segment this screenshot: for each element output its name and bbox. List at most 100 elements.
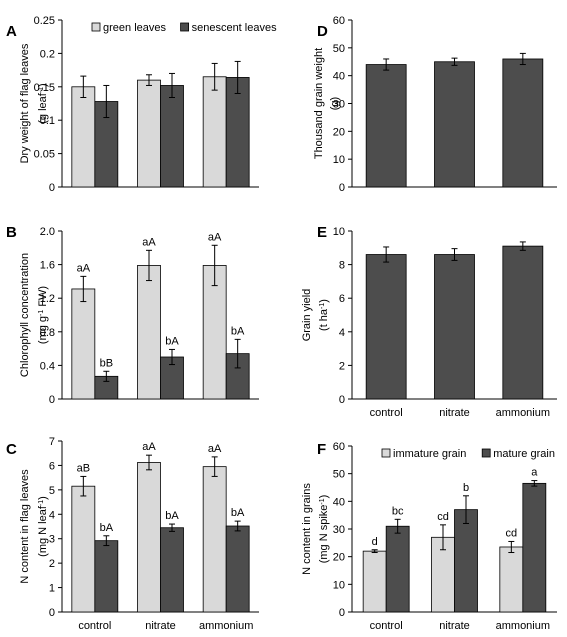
significance-label: bA: [231, 325, 245, 337]
bar: [454, 509, 478, 613]
y-tick-label: 2.0: [40, 226, 55, 238]
y-tick-label: 60: [333, 441, 345, 453]
bar: [202, 466, 227, 613]
significance-label: aB: [77, 462, 90, 474]
panel-f: F 0 10 20 30 40 50 60 N content in grains (mg N s…: [301, 441, 557, 632]
legend-label: mature grain: [493, 448, 555, 460]
significance-label: bA: [165, 510, 179, 522]
y-tick-label: 30: [333, 524, 345, 536]
bar: [160, 527, 184, 613]
bar: [137, 79, 161, 188]
x-tick-label: control: [370, 407, 403, 419]
x-tick-label: nitrate: [439, 620, 470, 632]
y-axis-unit: (mg N spike-1): [318, 495, 330, 564]
significance-label: bA: [100, 522, 114, 534]
y-axis-unit: (mg g-1 FW): [37, 286, 49, 344]
y-tick-label: 4: [49, 509, 55, 521]
y-tick-label: 0: [339, 607, 345, 619]
y-tick-label: 0: [49, 182, 55, 194]
y-tick-label: 5: [49, 485, 55, 497]
legend-swatch: [91, 22, 101, 32]
bar: [362, 550, 387, 613]
significance-label: d: [372, 536, 378, 548]
y-axis-unit: (mg N leaf-1): [37, 496, 49, 557]
bar: [522, 482, 547, 613]
panel-d: D 0 10 20 30 40 50 60 Thousand grain weight (g): [313, 15, 557, 194]
significance-label: aA: [142, 236, 156, 248]
y-tick-label: 40: [333, 71, 345, 83]
y-tick-label: 50: [333, 469, 345, 481]
bar: [137, 265, 161, 400]
bar: [502, 58, 544, 188]
significance-label: aA: [142, 441, 156, 453]
y-axis-title: N content in grains: [301, 483, 313, 575]
y-tick-label: 6: [49, 460, 55, 472]
legend-swatch: [481, 448, 491, 458]
panel-c: C 0 1 2 3 4 5 6 7 N content in flag leaves (mg N l…: [6, 436, 259, 632]
y-axis-title: Chlorophyll concentration: [19, 253, 31, 377]
bar: [499, 546, 524, 613]
bar: [434, 61, 475, 188]
significance-label: aA: [208, 443, 222, 455]
significance-label: aA: [77, 262, 91, 274]
y-tick-label: 30: [333, 99, 345, 111]
y-tick-label: 6: [339, 293, 345, 305]
bar: [71, 86, 96, 188]
panel-b: B 0 0.4 0.8 1.2 1.6 2.0 Chlorophyll concentrati…: [6, 224, 259, 406]
y-axis-unit: (g leaf-1): [37, 83, 49, 123]
x-tick-label: ammonium: [496, 407, 550, 419]
significance-label: aA: [208, 231, 222, 243]
y-tick-label: 10: [333, 579, 345, 591]
legend-swatch: [180, 22, 190, 32]
x-tick-label: nitrate: [145, 620, 176, 632]
x-tick-label: ammonium: [496, 620, 550, 632]
panel-letter: F: [317, 441, 326, 458]
y-axis-unit: (t ha-1): [318, 299, 330, 331]
y-tick-label: 0.8: [40, 327, 55, 339]
y-tick-label: 1: [49, 583, 55, 595]
panel-letter: D: [317, 23, 328, 40]
y-tick-label: 4: [339, 327, 345, 339]
y-tick-label: 40: [333, 496, 345, 508]
y-tick-label: 20: [333, 552, 345, 564]
y-axis-title: Dry weight of flag leaves: [19, 43, 31, 163]
x-tick-label: ammonium: [199, 620, 253, 632]
y-tick-label: 7: [49, 436, 55, 448]
x-tick-label: nitrate: [439, 407, 470, 419]
y-tick-label: 0: [49, 394, 55, 406]
y-tick-label: 50: [333, 43, 345, 55]
significance-label: bB: [100, 357, 113, 369]
bar: [94, 540, 119, 613]
x-tick-label: control: [370, 620, 403, 632]
panel-letter: B: [6, 224, 17, 241]
significance-label: cd: [506, 527, 518, 539]
y-axis-title: Thousand grain weight: [313, 48, 325, 159]
significance-label: a: [531, 467, 538, 479]
significance-label: cd: [437, 511, 449, 523]
y-tick-label: 1.2: [40, 293, 55, 305]
y-tick-label: 0: [339, 394, 345, 406]
panel-e: E 0 2 4 6 8 10 Grain yield (t ha-1) control nitrat…: [301, 224, 557, 419]
significance-label: bA: [231, 507, 245, 519]
bar: [502, 245, 544, 400]
y-tick-label: 0.1: [40, 115, 55, 127]
y-tick-label: 0.2: [40, 48, 55, 60]
y-axis-title: N content in flag leaves: [19, 469, 31, 584]
y-tick-label: 0.15: [34, 82, 55, 94]
bar: [202, 76, 227, 188]
legend-swatch: [381, 448, 391, 458]
y-tick-label: 0.25: [34, 15, 55, 27]
bar: [137, 462, 161, 613]
y-tick-label: 0: [49, 607, 55, 619]
y-tick-label: 0.4: [40, 360, 55, 372]
y-tick-label: 2: [339, 360, 345, 372]
panel-a: A 0 0.05 0.1 0.15 0.2 0.25 Dry weight of flag l…: [6, 15, 277, 194]
y-tick-label: 8: [339, 260, 345, 272]
bar: [225, 525, 250, 613]
y-tick-label: 3: [49, 534, 55, 546]
y-tick-label: 10: [333, 154, 345, 166]
significance-label: bA: [165, 335, 179, 347]
bar: [385, 525, 410, 613]
y-tick-label: 1.6: [40, 260, 55, 272]
y-tick-label: 60: [333, 15, 345, 27]
